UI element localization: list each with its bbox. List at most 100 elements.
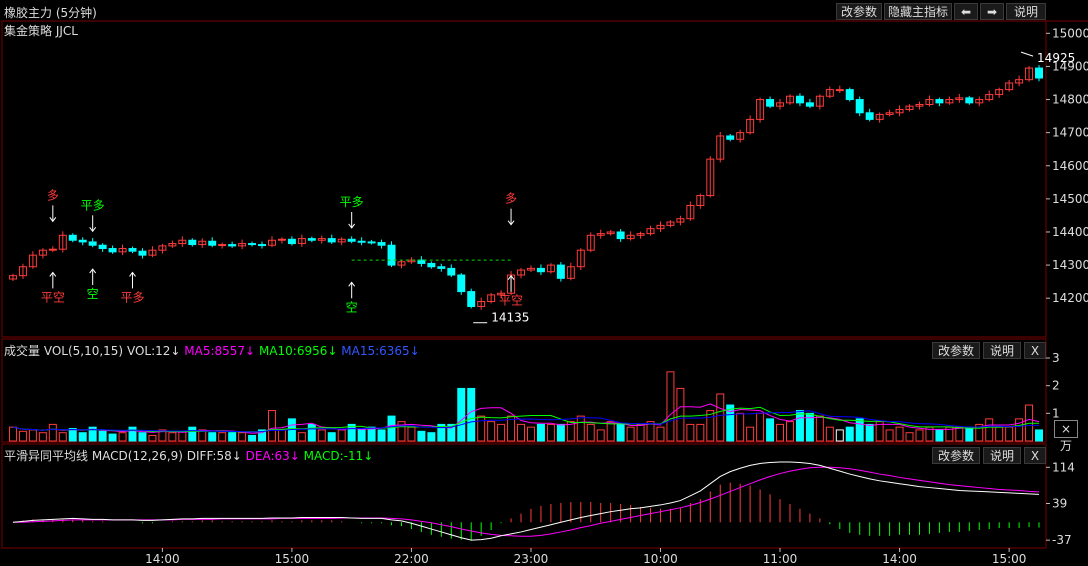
candle-body xyxy=(706,158,715,197)
candle-body xyxy=(28,254,37,268)
volume-bar xyxy=(337,429,346,442)
candle-body xyxy=(875,113,884,120)
candle-body xyxy=(307,238,316,241)
arrow-left-icon[interactable]: ⬅ xyxy=(954,3,978,20)
signal-label: 空 xyxy=(346,300,358,314)
candle-body xyxy=(905,105,914,110)
candle-body xyxy=(377,242,386,246)
volume-tick-label: 3 xyxy=(1052,351,1060,365)
volume-bar xyxy=(417,430,426,442)
volume-bar xyxy=(895,426,904,442)
candle-body xyxy=(367,241,376,244)
volume-bar xyxy=(586,423,595,442)
vol-ma15: MA15:6365↓ xyxy=(341,344,420,358)
volume-params-button[interactable]: 改参数 xyxy=(932,342,980,359)
main-params-button[interactable]: 改参数 xyxy=(836,3,882,20)
candle-body xyxy=(287,238,296,245)
volume-bar xyxy=(656,426,665,442)
volume-bar xyxy=(636,423,645,442)
candle-body xyxy=(467,291,476,307)
candle-body xyxy=(576,249,585,268)
volume-tick-label: 2 xyxy=(1052,379,1060,393)
candle-body xyxy=(586,234,595,251)
volume-bar xyxy=(228,432,237,442)
hide-main-indicator-button[interactable]: 隐藏主指标 xyxy=(884,3,952,20)
volume-bar xyxy=(975,423,984,442)
volume-bar xyxy=(616,423,625,442)
candle-body xyxy=(457,274,466,293)
candle-body xyxy=(756,99,765,120)
candle-body xyxy=(198,240,207,246)
volume-bar xyxy=(566,421,575,442)
volume-bar xyxy=(327,432,336,442)
instrument-title: 橡胶主力 (5分钟) xyxy=(4,6,97,20)
price-tick-label: 14900 xyxy=(1052,59,1088,73)
candle-body xyxy=(337,238,346,243)
candle-body xyxy=(955,97,964,101)
macd-tick-label: -37 xyxy=(1052,533,1072,547)
volume-bar xyxy=(955,426,964,442)
volume-bar xyxy=(835,429,844,442)
volume-bar xyxy=(267,410,276,442)
candle-body xyxy=(985,94,994,101)
candle-body xyxy=(825,89,834,97)
macd-panel-title: 平滑异同平均线 MACD(12,26,9) DIFF:58↓ DEA:63↓ M… xyxy=(4,447,373,464)
volume-bar xyxy=(58,432,67,442)
candle-body xyxy=(128,248,137,252)
time-tick-label: 15:00 xyxy=(992,552,1027,566)
candle-body xyxy=(238,243,247,247)
volume-bar xyxy=(885,429,894,442)
volume-bar xyxy=(626,426,635,442)
volume-bar xyxy=(756,412,765,442)
arrow-right-icon[interactable]: ➡ xyxy=(980,3,1004,20)
volume-bar xyxy=(487,421,496,442)
price-tick-label: 15000 xyxy=(1052,26,1088,40)
candle-body xyxy=(18,266,27,277)
volume-bar xyxy=(676,387,685,442)
signal-arrow-head-icon xyxy=(129,271,136,277)
volume-bar xyxy=(995,426,1004,442)
volume-bar xyxy=(277,429,286,442)
volume-bar xyxy=(78,432,87,442)
candle-body xyxy=(656,224,665,230)
candle-body xyxy=(965,97,974,104)
main-help-button[interactable]: 说明 xyxy=(1006,3,1046,20)
volume-bar xyxy=(447,423,456,442)
volume-bar xyxy=(148,434,157,442)
candle-body xyxy=(497,292,506,296)
volume-bar xyxy=(357,429,366,442)
volume-bar xyxy=(407,426,416,442)
candle-body xyxy=(317,238,326,241)
volume-bar xyxy=(248,434,257,442)
volume-bar xyxy=(497,423,506,442)
volume-ma5-line xyxy=(12,403,1040,434)
candle-body xyxy=(716,135,725,160)
candle-body xyxy=(746,118,755,134)
volume-bar xyxy=(815,415,824,442)
time-tick-label: 22:00 xyxy=(394,552,429,566)
candle-body xyxy=(58,234,67,250)
macd-help-button[interactable]: 说明 xyxy=(983,447,1021,464)
macd-title: 平滑异同平均线 MACD(12,26,9) xyxy=(4,449,183,463)
candle-body xyxy=(228,244,237,247)
candle-body xyxy=(935,99,944,104)
candle-body xyxy=(616,231,625,240)
candle-body xyxy=(188,239,197,246)
volume-bar xyxy=(726,404,735,442)
volume-bar xyxy=(307,423,316,442)
volume-help-button[interactable]: 说明 xyxy=(983,342,1021,359)
volume-bar xyxy=(437,423,446,442)
macd-dea-line xyxy=(12,466,1040,537)
price-tick-label: 14800 xyxy=(1052,93,1088,107)
candle-body xyxy=(696,195,705,206)
macd-close-icon[interactable]: X xyxy=(1024,447,1046,464)
candle-body xyxy=(885,112,894,115)
volume-close-icon[interactable]: X xyxy=(1024,342,1046,359)
candle-body xyxy=(327,238,336,243)
signal-arrow-head-icon xyxy=(507,274,515,281)
macd-macd-value: MACD:-11↓ xyxy=(303,449,374,463)
macd-params-button[interactable]: 改参数 xyxy=(932,447,980,464)
price-panel-frame xyxy=(1,20,1047,338)
candle-body xyxy=(297,238,306,245)
